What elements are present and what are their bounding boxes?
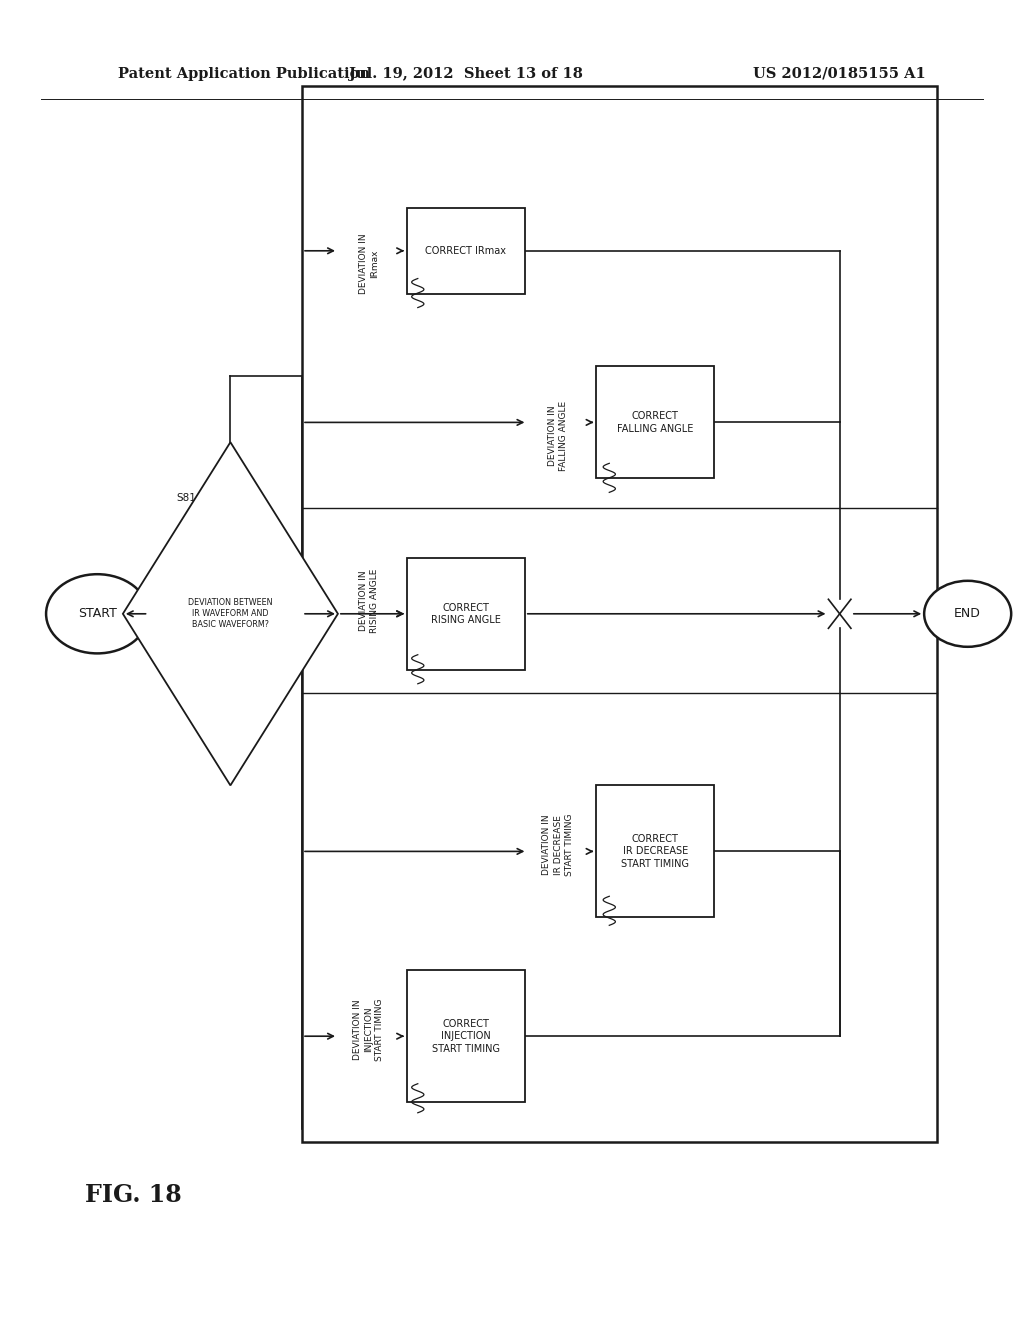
- Text: DEVIATION IN
IRmax: DEVIATION IN IRmax: [358, 234, 379, 294]
- Text: DEVIATION IN
INJECTION
START TIMING: DEVIATION IN INJECTION START TIMING: [353, 998, 384, 1061]
- Text: CORRECT
FALLING ANGLE: CORRECT FALLING ANGLE: [617, 412, 693, 433]
- Text: CORRECT
IR DECREASE
START TIMING: CORRECT IR DECREASE START TIMING: [622, 834, 689, 869]
- Text: END: END: [954, 607, 981, 620]
- Bar: [408, 970, 525, 1102]
- Ellipse shape: [924, 581, 1011, 647]
- Bar: [596, 366, 715, 478]
- Text: FIG. 18: FIG. 18: [85, 1183, 181, 1206]
- Polygon shape: [123, 442, 338, 785]
- Text: CORRECT
RISING ANGLE: CORRECT RISING ANGLE: [431, 603, 501, 624]
- Text: S81: S81: [177, 492, 197, 503]
- Text: S85: S85: [622, 446, 641, 457]
- Text: S83: S83: [622, 879, 641, 890]
- Text: NO: NO: [217, 483, 233, 494]
- Bar: [302, 86, 937, 1142]
- Text: DEVIATION IN
IR DECREASE
START TIMING: DEVIATION IN IR DECREASE START TIMING: [543, 813, 573, 876]
- Text: S82: S82: [430, 1067, 450, 1077]
- Text: S86: S86: [430, 261, 450, 272]
- Text: DEVIATION BETWEEN
IR WAVEFORM AND
BASIC WAVEFORM?: DEVIATION BETWEEN IR WAVEFORM AND BASIC …: [188, 598, 272, 630]
- Text: YES: YES: [302, 631, 323, 642]
- Text: START: START: [78, 607, 117, 620]
- Text: Jul. 19, 2012  Sheet 13 of 18: Jul. 19, 2012 Sheet 13 of 18: [349, 67, 583, 81]
- Text: DEVIATION IN
RISING ANGLE: DEVIATION IN RISING ANGLE: [358, 569, 379, 632]
- Text: CORRECT
INJECTION
START TIMING: CORRECT INJECTION START TIMING: [432, 1019, 500, 1053]
- Bar: [408, 557, 525, 671]
- Bar: [408, 207, 525, 293]
- Text: Patent Application Publication: Patent Application Publication: [118, 67, 370, 81]
- Text: CORRECT IRmax: CORRECT IRmax: [425, 246, 507, 256]
- Ellipse shape: [46, 574, 148, 653]
- Text: US 2012/0185155 A1: US 2012/0185155 A1: [754, 67, 926, 81]
- Text: DEVIATION IN
FALLING ANGLE: DEVIATION IN FALLING ANGLE: [548, 400, 568, 471]
- Bar: [596, 785, 715, 917]
- Text: S84: S84: [430, 638, 450, 648]
